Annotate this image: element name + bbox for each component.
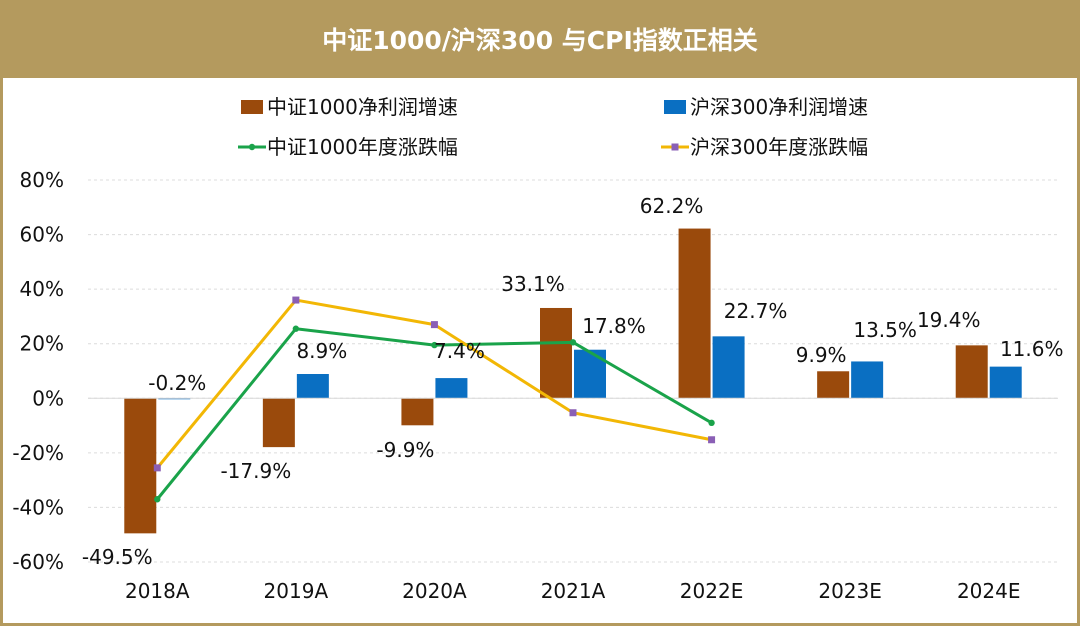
bar-hs300 bbox=[435, 378, 468, 399]
bar-hs300 bbox=[712, 336, 745, 399]
line-point bbox=[292, 325, 300, 332]
y-tick-label: 60% bbox=[20, 223, 64, 247]
line-point bbox=[569, 339, 577, 346]
legend-swatch bbox=[664, 100, 686, 114]
data-label: -9.9% bbox=[376, 438, 434, 462]
line-point bbox=[292, 296, 300, 304]
y-tick-label: 0% bbox=[32, 386, 64, 410]
data-label: 33.1% bbox=[501, 272, 565, 296]
x-tick-label: 2020A bbox=[402, 579, 467, 603]
data-label: 8.9% bbox=[296, 339, 347, 363]
x-tick-label: 2021A bbox=[541, 579, 606, 603]
y-tick-label: 20% bbox=[20, 332, 64, 356]
data-label: 22.7% bbox=[724, 299, 788, 323]
y-tick-label: 80% bbox=[20, 168, 64, 192]
bar-zz1000 bbox=[401, 398, 434, 426]
bar-zz1000 bbox=[678, 228, 711, 399]
bar-zz1000 bbox=[955, 345, 988, 399]
y-tick-label: -60% bbox=[12, 550, 64, 574]
y-tick-label: -20% bbox=[12, 441, 64, 465]
line-point bbox=[708, 436, 716, 444]
x-tick-label: 2018A bbox=[125, 579, 190, 603]
bar-hs300 bbox=[851, 361, 884, 399]
line-point bbox=[154, 496, 161, 503]
y-tick-label: -40% bbox=[12, 495, 64, 519]
x-tick-label: 2023E bbox=[818, 579, 882, 603]
data-label: 62.2% bbox=[640, 194, 704, 218]
bar-zz1000 bbox=[262, 398, 295, 448]
data-label: 9.9% bbox=[796, 343, 847, 367]
data-label: -0.2% bbox=[148, 371, 206, 395]
bar-hs300 bbox=[989, 366, 1022, 399]
data-label: -17.9% bbox=[220, 459, 291, 483]
line-point bbox=[569, 409, 577, 417]
bar-zz1000 bbox=[540, 307, 572, 399]
line-point bbox=[153, 464, 161, 472]
legend-label: 沪深300年度涨跌幅 bbox=[690, 135, 868, 159]
x-tick-label: 2024E bbox=[957, 579, 1021, 603]
bar-zz1000 bbox=[124, 398, 157, 534]
data-label: 11.6% bbox=[1000, 337, 1064, 361]
data-label: 7.4% bbox=[434, 339, 485, 363]
legend-label: 中证1000净利润增速 bbox=[267, 95, 458, 119]
chart-title: 中证1000/沪深300 与CPI指数正相关 bbox=[0, 0, 1080, 78]
line-point bbox=[430, 321, 438, 329]
x-tick-label: 2019A bbox=[264, 579, 329, 603]
data-label: 19.4% bbox=[917, 308, 981, 332]
legend-label: 中证1000年度涨跌幅 bbox=[267, 135, 458, 159]
legend-marker bbox=[248, 143, 256, 151]
legend-swatch bbox=[241, 100, 263, 114]
x-tick-label: 2022E bbox=[680, 579, 744, 603]
legend-marker bbox=[671, 143, 679, 151]
data-label: 17.8% bbox=[582, 314, 646, 338]
legend-label: 沪深300净利润增速 bbox=[690, 95, 868, 119]
data-label: -49.5% bbox=[82, 545, 153, 569]
y-tick-label: 40% bbox=[20, 277, 64, 301]
data-label: 13.5% bbox=[853, 318, 917, 342]
bar-hs300 bbox=[296, 374, 329, 399]
line-point bbox=[431, 341, 438, 349]
line-point bbox=[708, 419, 715, 427]
bar-zz1000 bbox=[817, 371, 850, 399]
